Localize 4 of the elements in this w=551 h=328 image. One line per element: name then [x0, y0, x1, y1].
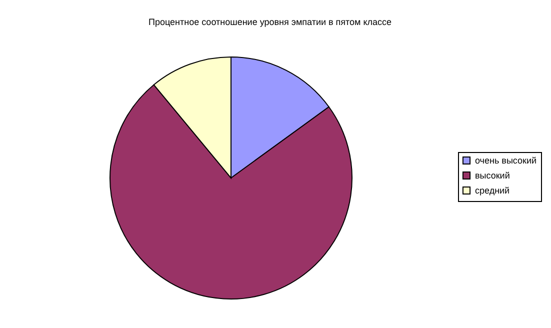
chart-title: Процентное соотношение уровня эмпатии в пятом классе [148, 17, 392, 27]
legend-label: очень высокий [475, 156, 537, 166]
legend-label: высокий [475, 170, 510, 180]
legend-label: средний [475, 186, 510, 196]
